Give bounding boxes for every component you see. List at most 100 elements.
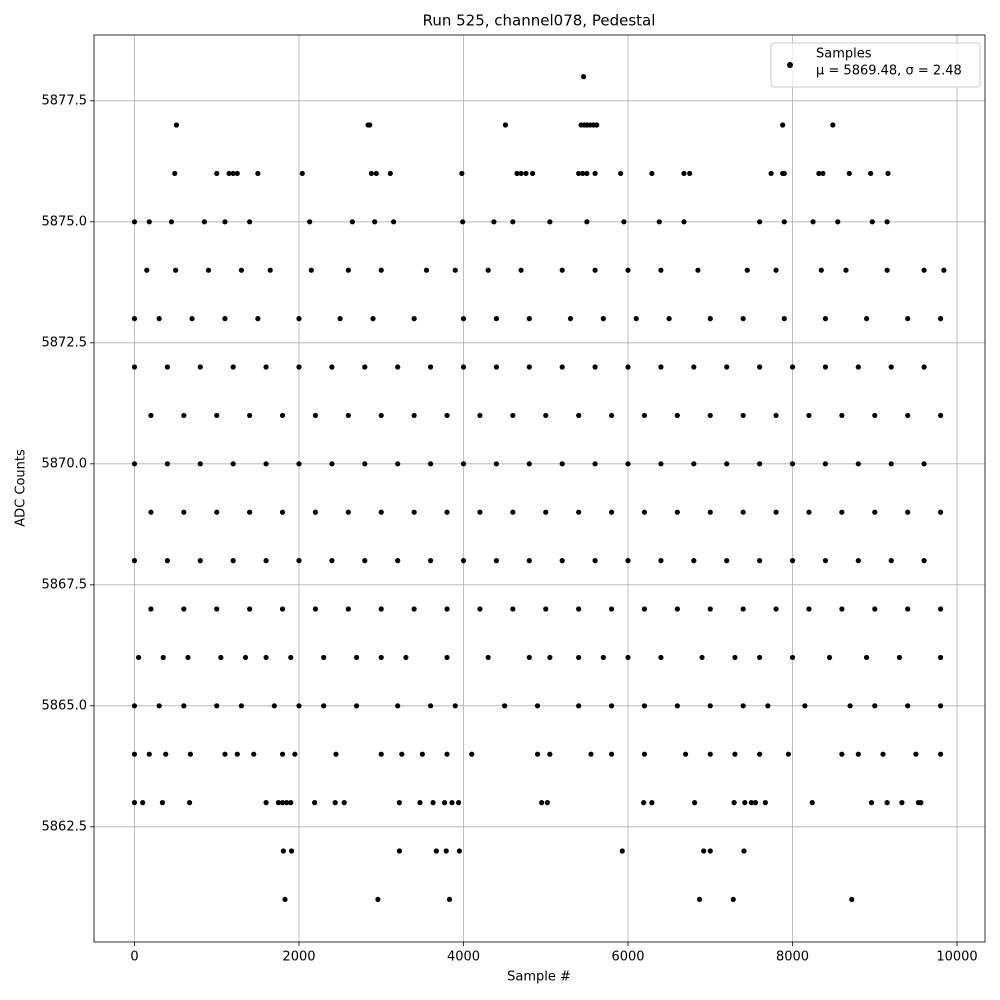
data-point <box>502 122 509 128</box>
data-point <box>681 170 687 177</box>
plot-frame <box>93 34 986 943</box>
data-point <box>312 412 319 419</box>
data-point <box>740 316 746 322</box>
data-point <box>332 800 338 806</box>
data-point <box>658 267 664 273</box>
data-point <box>396 800 402 806</box>
data-point <box>547 654 553 661</box>
data-point <box>164 558 170 564</box>
data-point <box>839 606 845 612</box>
x-tick-label: 4000 <box>447 950 480 965</box>
legend-marker <box>787 62 793 68</box>
data-point <box>234 751 240 757</box>
data-point <box>491 219 497 225</box>
data-point <box>625 267 631 273</box>
data-point <box>921 267 927 273</box>
data-point <box>899 800 905 806</box>
data-point <box>855 461 861 467</box>
data-point <box>941 267 947 273</box>
data-point <box>230 170 236 177</box>
data-point <box>222 316 228 322</box>
data-point <box>502 703 508 709</box>
data-point <box>872 509 878 515</box>
data-point <box>372 219 378 225</box>
data-point <box>696 896 703 903</box>
data-point <box>378 412 384 419</box>
data-point <box>625 654 631 661</box>
data-point <box>802 703 808 709</box>
data-point <box>584 219 590 225</box>
data-point <box>692 800 698 806</box>
data-point <box>757 558 763 564</box>
data-point <box>214 170 220 177</box>
data-point <box>762 800 768 806</box>
data-point <box>741 848 747 854</box>
x-tick-label: 8000 <box>776 950 809 965</box>
data-point <box>288 800 294 806</box>
data-point <box>724 558 730 564</box>
data-point <box>744 267 750 273</box>
data-point <box>469 751 475 757</box>
data-point <box>395 558 401 564</box>
data-point <box>378 606 384 612</box>
data-point <box>493 316 499 322</box>
data-point <box>279 800 286 806</box>
legend-stats: μ = 5869.48, σ = 2.48 <box>816 64 962 79</box>
y-tick-label: 5872.5 <box>42 335 88 350</box>
y-tick-label: 5870.0 <box>42 456 88 471</box>
data-point <box>518 267 524 273</box>
data-point <box>633 316 639 322</box>
data-point <box>247 509 253 515</box>
data-point <box>218 654 224 661</box>
data-point <box>222 751 228 757</box>
data-point <box>423 267 430 273</box>
data-point <box>411 509 417 515</box>
data-point <box>296 558 302 564</box>
data-point <box>395 461 401 467</box>
data-point <box>427 364 434 370</box>
data-point <box>459 170 465 177</box>
data-point <box>559 364 565 370</box>
data-point <box>444 654 450 661</box>
data-point <box>826 654 833 661</box>
data-point <box>608 606 615 612</box>
data-point <box>230 461 236 467</box>
data-point <box>526 316 532 322</box>
data-point <box>131 316 138 322</box>
data-point <box>280 848 286 854</box>
data-point <box>757 461 763 467</box>
data-point <box>674 703 680 709</box>
data-point <box>131 800 138 806</box>
data-point <box>148 606 154 612</box>
data-point <box>238 267 245 273</box>
data-point <box>485 654 491 661</box>
data-point <box>230 558 236 564</box>
data-point <box>666 316 672 322</box>
data-point <box>460 364 467 370</box>
data-point <box>547 219 553 225</box>
data-point <box>399 751 405 757</box>
data-point <box>349 219 356 225</box>
data-point <box>148 412 154 419</box>
data-point <box>214 606 220 612</box>
data-point <box>255 170 261 177</box>
data-point <box>592 461 598 467</box>
data-point <box>427 703 434 709</box>
data-point <box>740 412 746 419</box>
data-point <box>619 848 625 854</box>
data-point <box>230 364 236 370</box>
data-point <box>880 751 886 757</box>
data-point <box>658 461 664 467</box>
data-point <box>868 800 875 806</box>
data-point <box>921 364 927 370</box>
x-tick-label: 2000 <box>282 950 315 965</box>
data-point <box>449 800 455 806</box>
data-point <box>884 800 890 806</box>
data-point <box>937 703 944 709</box>
data-point <box>378 509 384 515</box>
data-point <box>740 509 746 515</box>
data-point <box>329 364 335 370</box>
data-point <box>523 170 529 177</box>
data-point <box>441 800 448 806</box>
data-point <box>284 800 290 806</box>
